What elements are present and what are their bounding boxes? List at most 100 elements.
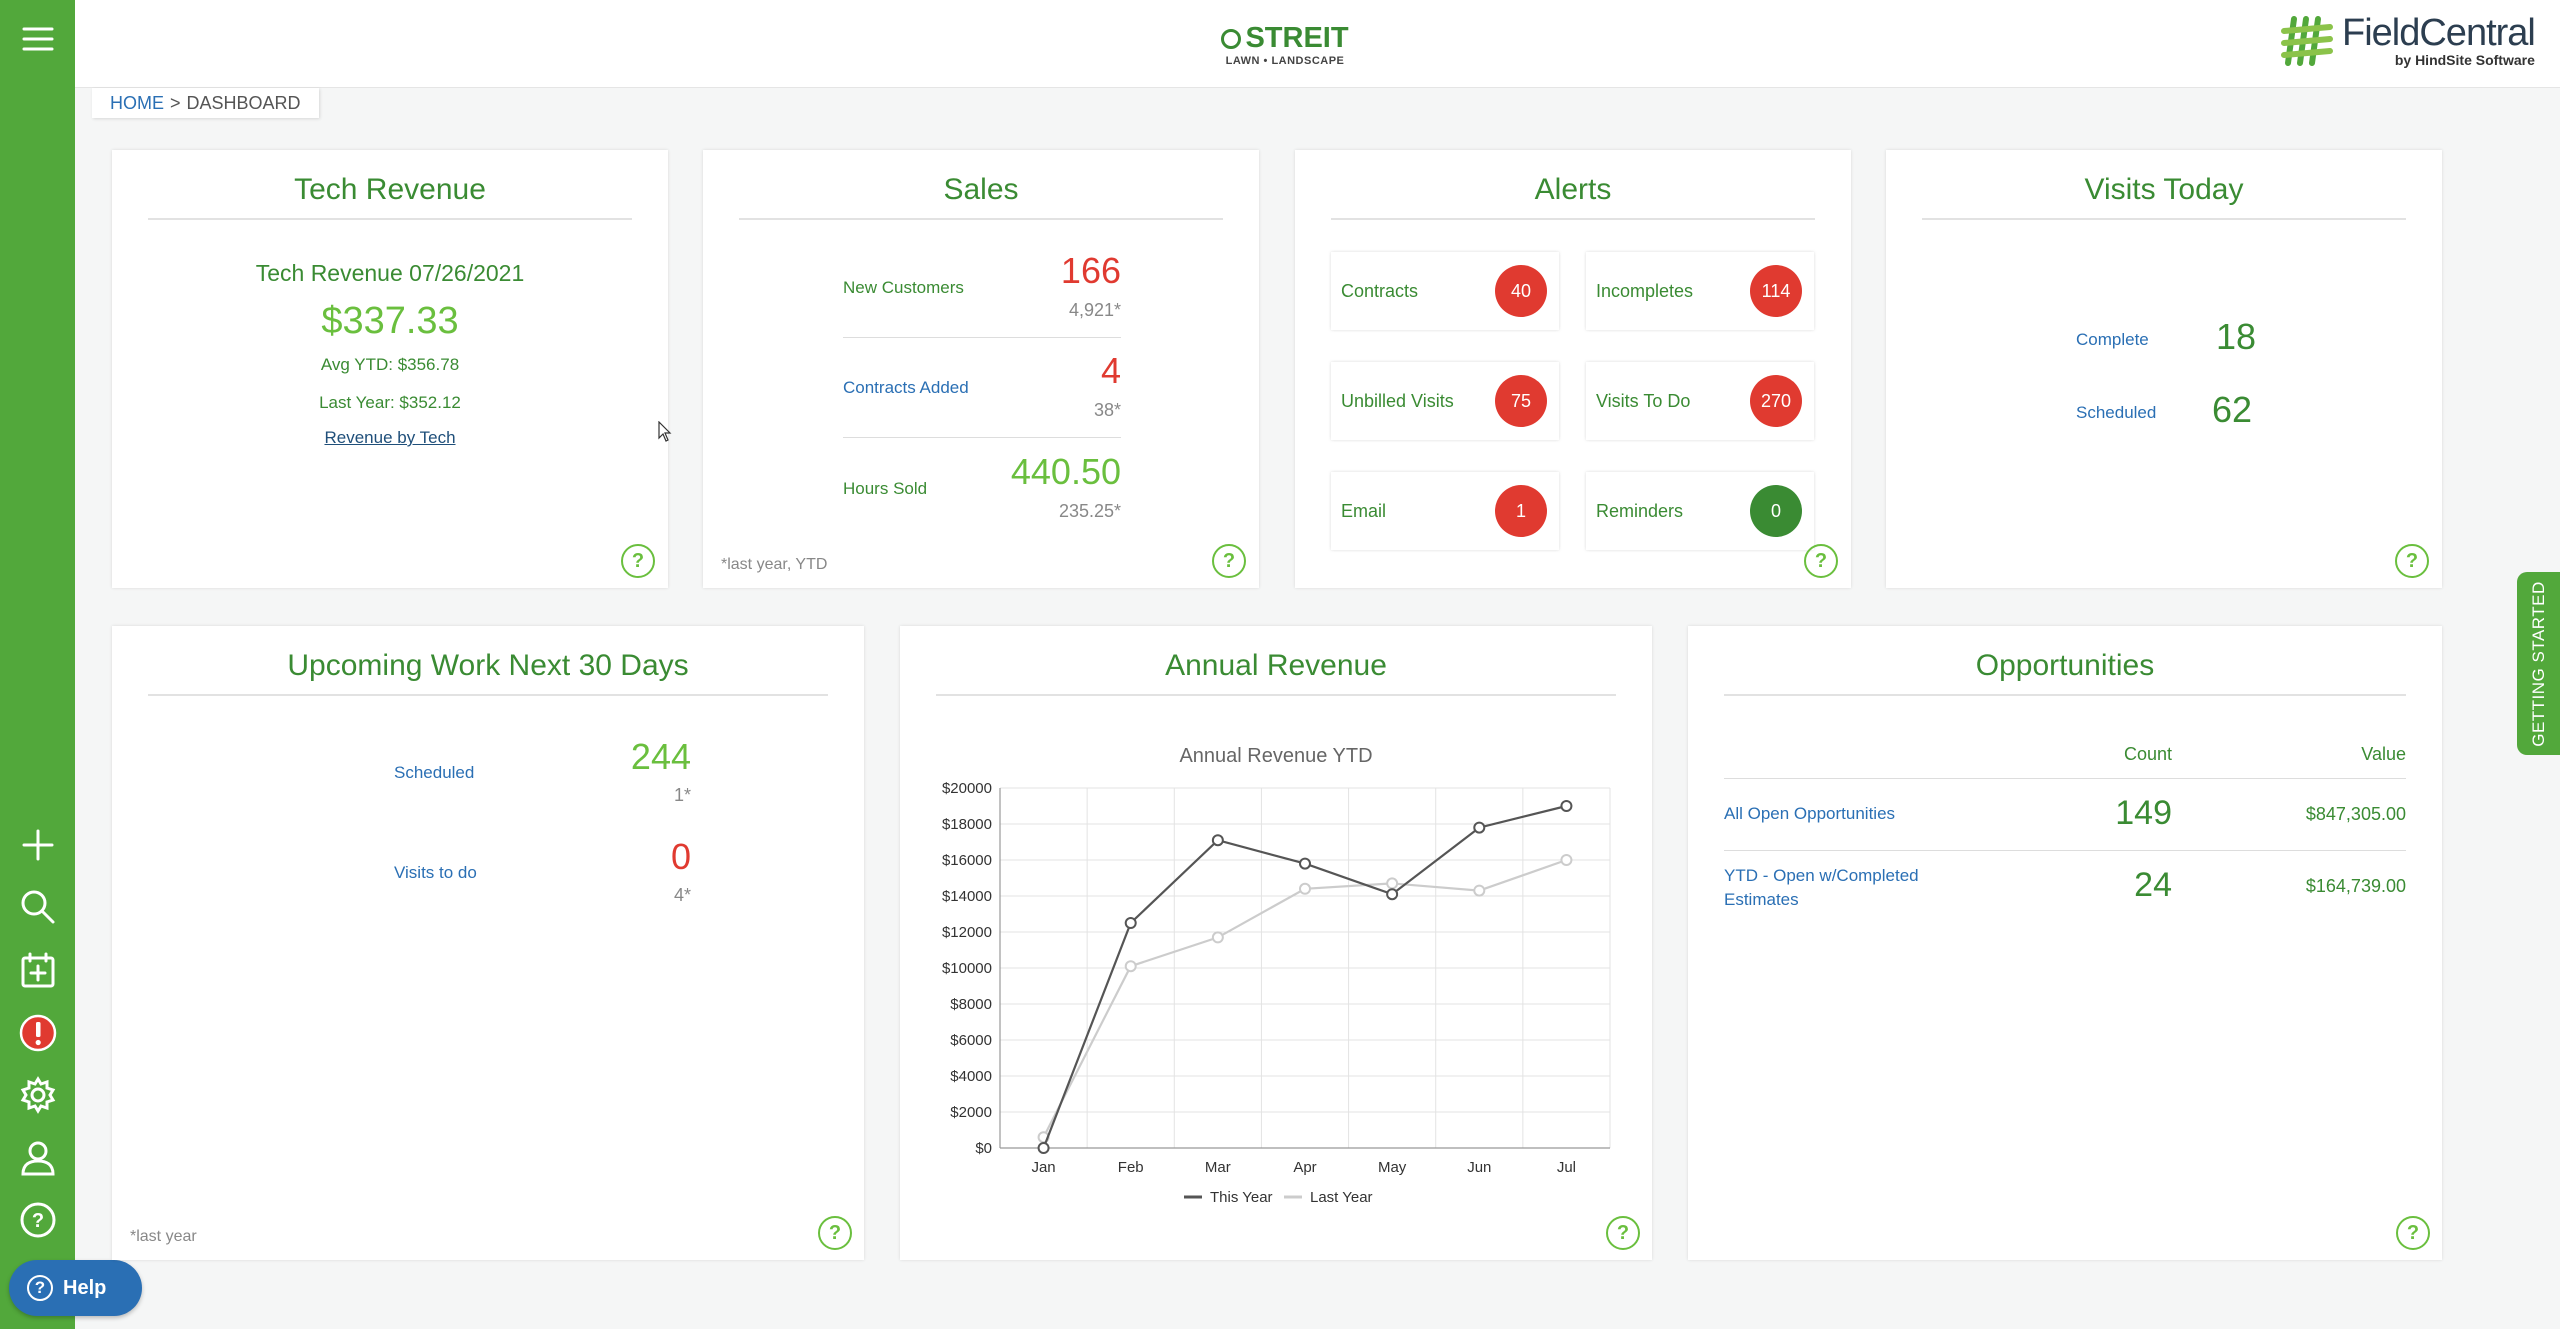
alert-label: Incompletes [1596, 280, 1694, 301]
data-point[interactable] [1386, 877, 1399, 890]
breadcrumb-home[interactable]: HOME [110, 92, 164, 113]
divider [1724, 850, 2406, 851]
data-point[interactable] [1299, 882, 1311, 895]
alert-label: Unbilled Visits [1341, 390, 1454, 411]
svg-text:?: ? [31, 1210, 43, 1232]
x-tick-label: Jan [1031, 1159, 1055, 1176]
question-icon[interactable]: ? [1804, 544, 1838, 578]
opportunity-label[interactable]: YTD - Open w/Completed Estimates [1724, 866, 1919, 909]
data-point[interactable] [1211, 931, 1224, 944]
sales-row-value: 440.50 [1010, 451, 1121, 492]
alert-label: Email [1341, 500, 1387, 521]
sales-footnote: *last year, YTD [721, 556, 828, 573]
opportunity-value: $847,305.00 [2305, 804, 2406, 824]
annual-revenue-chart: Annual Revenue YTD $0 $2000 $4000 $6000 $800… [942, 745, 1611, 1206]
search-icon[interactable] [0, 878, 75, 936]
calendar-add-icon[interactable] [0, 941, 75, 999]
alert-badge: 75 [1495, 375, 1547, 427]
question-icon[interactable]: ? [2396, 1216, 2430, 1250]
avg-ytd: Avg YTD: $356.78 [320, 355, 460, 374]
alert-email[interactable]: Email 1 [1331, 472, 1559, 550]
alert-reminders[interactable]: Reminders 0 [1586, 472, 1814, 550]
help-button[interactable]: ? Help [9, 1260, 142, 1316]
upcoming-prior: 1* [673, 785, 691, 805]
y-tick-label: $4000 [950, 1068, 992, 1085]
sidebar: ? [0, 0, 75, 1329]
upcoming-value: 244 [630, 736, 691, 777]
breadcrumb: HOME > DASHBOARD [92, 88, 319, 118]
tech-revenue-subtitle: Tech Revenue 07/26/2021 [255, 260, 525, 286]
data-point[interactable] [1473, 821, 1486, 834]
breadcrumb-current: DASHBOARD [186, 92, 301, 113]
opportunities-card: Opportunities Count Value All Open Oppor… [1688, 626, 2442, 1260]
question-icon[interactable]: ? [2395, 544, 2429, 578]
upcoming-label[interactable]: Visits to do [394, 863, 477, 882]
app-name: FieldCentral [2342, 12, 2536, 54]
divider [1724, 778, 2406, 779]
x-tick-label: Mar [1205, 1159, 1231, 1176]
alerts-card: Alerts Contracts 40 Incompletes 114 Unbi… [1295, 150, 1851, 588]
user-icon[interactable] [0, 1129, 75, 1187]
last-year: Last Year: $352.12 [319, 393, 461, 412]
alert-visits-to-do[interactable]: Visits To Do 270 [1586, 362, 1814, 440]
getting-started-tab[interactable]: GETTING STARTED [2517, 572, 2560, 755]
alert-contracts[interactable]: Contracts 40 [1331, 252, 1559, 330]
data-point[interactable] [1560, 800, 1573, 812]
alert-icon[interactable] [0, 1004, 75, 1062]
alert-unbilled-visits[interactable]: Unbilled Visits 75 [1331, 362, 1559, 440]
legend-label: This Year [1210, 1189, 1273, 1206]
fieldcentral-logo: FieldCentral by HindSite Software [2280, 12, 2536, 68]
opportunity-label[interactable]: All Open Opportunities [1724, 804, 1896, 823]
data-point[interactable] [1124, 917, 1137, 929]
alert-label: Contracts [1341, 280, 1419, 301]
x-tick-label: Feb [1118, 1159, 1144, 1176]
card-title: Sales [739, 150, 1223, 220]
upcoming-value: 0 [670, 836, 691, 877]
data-point[interactable] [1299, 857, 1311, 870]
sales-row-prior: 4,921* [1068, 300, 1121, 320]
gear-icon[interactable] [0, 1066, 75, 1124]
question-icon[interactable]: ? [621, 544, 655, 578]
data-point[interactable] [1211, 834, 1224, 847]
data-point[interactable] [1473, 884, 1486, 897]
data-point[interactable] [1386, 888, 1399, 901]
sales-row-label: New Customers [843, 278, 964, 297]
plus-icon[interactable] [0, 816, 75, 874]
y-tick-label: $12000 [942, 924, 992, 941]
question-icon[interactable]: ? [818, 1216, 852, 1250]
data-point[interactable] [1037, 1142, 1050, 1154]
y-tick-label: $18000 [942, 816, 992, 833]
company-logo[interactable]: STREIT LAWN • LANDSCAPE [1220, 22, 1350, 67]
sales-row-value: 4 [1100, 350, 1121, 391]
visits-label[interactable]: Scheduled [2076, 403, 2157, 422]
alert-label: Reminders [1596, 500, 1684, 521]
alert-incompletes[interactable]: Incompletes 114 [1586, 252, 1814, 330]
question-icon[interactable]: ? [1606, 1216, 1640, 1250]
card-title: Tech Revenue [148, 150, 632, 220]
card-title: Upcoming Work Next 30 Days [148, 626, 828, 696]
revenue-by-tech-link[interactable]: Revenue by Tech [324, 428, 456, 447]
hamburger-icon[interactable] [0, 10, 75, 68]
card-title: Annual Revenue [936, 626, 1616, 696]
question-icon[interactable]: ? [1212, 544, 1246, 578]
fieldcentral-mark-icon [2281, 16, 2333, 66]
visits-value: 18 [2216, 316, 2257, 357]
visits-label[interactable]: Complete [2076, 330, 2149, 349]
help-icon[interactable]: ? [0, 1191, 75, 1249]
upcoming-label[interactable]: Scheduled [394, 763, 475, 782]
visits-today-card: Visits Today Complete 18 Scheduled 62 ? [1886, 150, 2442, 588]
divider [843, 337, 1121, 338]
data-point[interactable] [1124, 960, 1137, 973]
y-tick-label: $14000 [942, 888, 992, 905]
opportunity-count: 149 [2115, 794, 2172, 832]
tech-revenue-amount: $337.33 [321, 300, 459, 342]
alert-badge: 114 [1750, 265, 1802, 317]
card-title: Visits Today [1922, 150, 2406, 220]
sales-row-value: 166 [1060, 250, 1121, 291]
sales-row-prior: 235.25* [1058, 501, 1121, 521]
top-header: STREIT LAWN • LANDSCAPE FieldCentral by … [75, 0, 2560, 88]
x-tick-label: May [1378, 1159, 1407, 1176]
help-label: Help [63, 1276, 107, 1299]
data-point[interactable] [1560, 854, 1573, 866]
upcoming-work-card: Upcoming Work Next 30 Days Scheduled 244… [112, 626, 864, 1260]
